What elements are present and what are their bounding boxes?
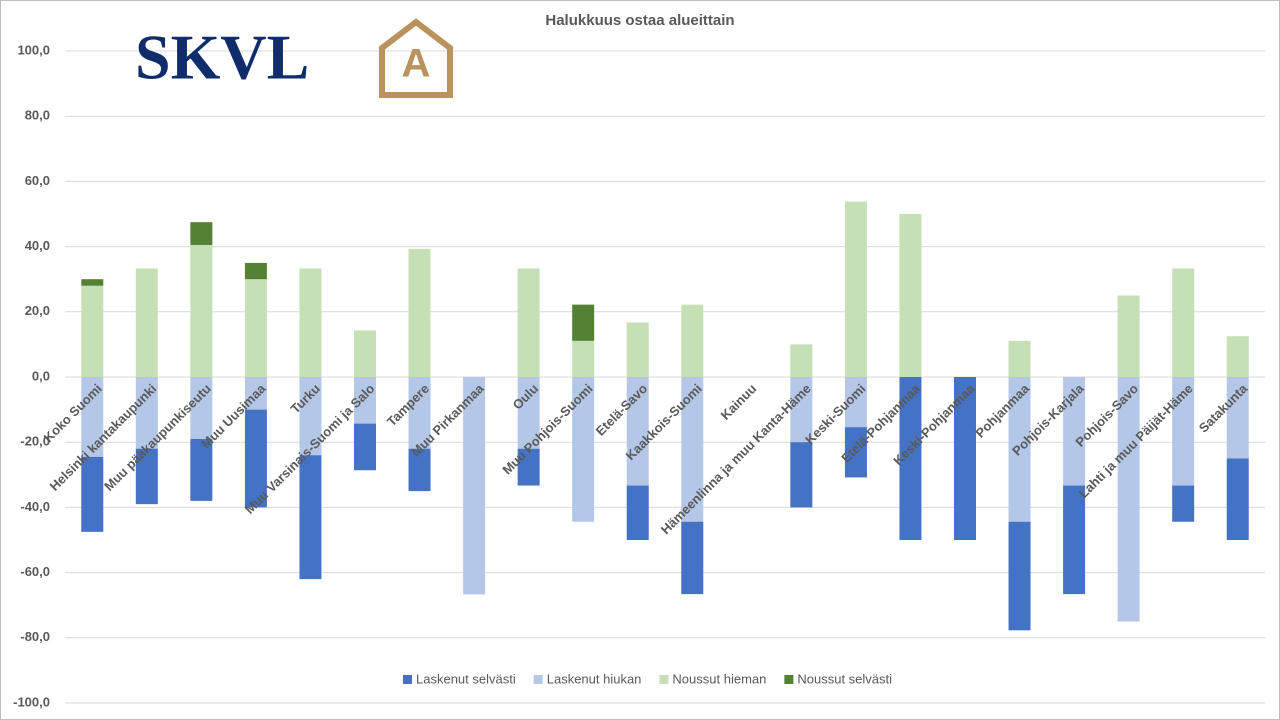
bar-segment	[899, 214, 922, 377]
bar-segment	[517, 377, 540, 449]
bar-segment	[681, 521, 704, 595]
y-tick-label: 0,0	[32, 368, 50, 383]
bar-segment	[517, 268, 540, 377]
bar-segment	[135, 268, 158, 377]
bar-segment	[626, 322, 649, 377]
legend-label: Laskenut hiukan	[547, 671, 642, 686]
bar-segment	[135, 377, 158, 449]
y-tick-label: -100,0	[13, 694, 50, 709]
legend-swatch	[403, 675, 412, 684]
bar-segment	[1008, 521, 1031, 631]
y-tick-label: 100,0	[17, 42, 50, 57]
bar-segment	[1063, 485, 1086, 595]
bar-segment	[1117, 377, 1140, 622]
y-tick-label: -80,0	[20, 629, 50, 644]
bar-segment	[81, 279, 104, 286]
logo: SKVL A	[135, 18, 453, 98]
bar-segment	[1008, 377, 1031, 522]
legend-label: Noussut hieman	[672, 671, 766, 686]
legend-swatch	[659, 675, 669, 684]
bar-segment	[572, 377, 595, 522]
logo-badge: A	[402, 42, 431, 86]
bar-segment	[844, 377, 867, 428]
bar-segment	[244, 279, 267, 377]
legend: Laskenut selvästi Laskenut hiukan Noussut …	[403, 671, 892, 686]
bar-segment	[1172, 377, 1195, 486]
bar-segment	[1172, 268, 1195, 377]
logo-house	[379, 18, 453, 98]
bar-segment	[244, 262, 267, 280]
y-tick-label: 80,0	[25, 108, 50, 123]
bar-segment	[1226, 458, 1249, 540]
bar-segment	[1226, 336, 1249, 377]
bar-segment	[190, 377, 213, 439]
y-tick-label: -20,0	[20, 434, 50, 449]
bar-segment	[190, 244, 213, 377]
bar-segment	[354, 330, 376, 377]
legend-swatch	[533, 675, 543, 684]
bar-segment	[299, 377, 322, 456]
bar-segment	[190, 222, 213, 245]
bar-segment	[572, 340, 595, 377]
bar-segment	[1172, 485, 1195, 522]
bar-segment	[244, 409, 267, 508]
bar-segment	[517, 448, 540, 486]
bar-segment	[81, 285, 104, 377]
legend-swatch	[784, 675, 794, 684]
bar-segment	[844, 427, 867, 478]
bar-segment	[790, 377, 813, 443]
bar-segment	[408, 377, 431, 449]
bar-segment	[135, 448, 158, 505]
bar-segment	[1008, 340, 1031, 377]
bar-segment	[190, 438, 213, 501]
y-tick-label: 60,0	[25, 173, 50, 188]
chart-title: Halukkuus ostaa alueittain	[545, 12, 734, 29]
bar-segment	[681, 377, 704, 522]
bar-segment	[244, 377, 267, 410]
bar-segment	[354, 423, 376, 471]
bar-segment	[408, 448, 431, 492]
y-tick-label: 20,0	[25, 303, 50, 318]
bar-segment	[1117, 295, 1140, 377]
bar-segment	[299, 455, 322, 580]
legend-label: Noussut selvästi	[797, 671, 892, 686]
bar-segment	[299, 268, 322, 377]
bar-segment	[1063, 377, 1086, 486]
bar-segment	[899, 377, 922, 540]
bar-segment	[354, 377, 376, 424]
bar-segment	[463, 377, 486, 595]
bar-segment	[844, 201, 867, 377]
bar-segment	[954, 377, 976, 540]
bar-segment	[790, 442, 813, 508]
bar-segment	[626, 485, 649, 540]
logo-text: SKVL	[135, 22, 309, 93]
bar-segment	[626, 377, 649, 486]
bar-segment	[81, 377, 104, 457]
y-tick-label: -40,0	[20, 499, 50, 514]
bar-segment	[408, 248, 431, 377]
bar-segment	[790, 344, 813, 377]
y-tick-label: -60,0	[20, 564, 50, 579]
bar-segment	[681, 304, 704, 377]
y-tick-label: 40,0	[25, 238, 50, 253]
bar-segment	[572, 304, 595, 341]
legend-label: Laskenut selvästi	[416, 671, 516, 686]
bar-segment	[81, 456, 104, 532]
bar-segment	[1226, 377, 1249, 459]
